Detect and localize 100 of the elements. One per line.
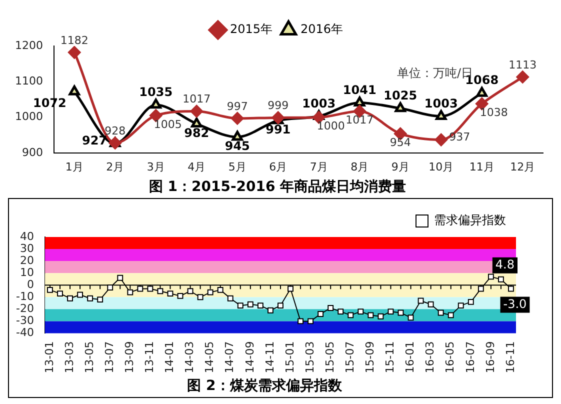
text: 图 1：2015-2016 年商品煤日均消费量 [148,178,406,196]
data-label: 1113 [508,58,537,72]
y-tick-label: -30 [16,314,34,328]
data-label: 954 [390,136,411,150]
data-label: 1017 [346,114,374,127]
point [57,290,63,297]
point [378,313,384,320]
x-tick-label: 16-07 [464,341,477,374]
data-label: 1041 [342,82,376,97]
point [308,318,314,324]
x-tick-label: 13-05 [82,341,96,374]
x-tick-label: 15-11 [384,341,397,374]
point [516,70,529,84]
x-tick-label: 2月 [106,160,124,174]
point [227,295,234,302]
point [127,289,134,296]
data-label: 982 [184,126,210,140]
point [97,296,104,303]
data-label: 1182 [60,34,88,47]
point [68,46,81,59]
point [354,96,366,106]
data-label: 1003 [302,96,336,110]
x-tick-label: 4月 [188,160,206,174]
y-tick-label: -40 [16,326,34,340]
data-label: 1017 [182,92,211,106]
data-label: 928 [104,124,126,138]
data-label: 1003 [424,96,458,110]
y-tick-label: 10 [20,266,34,279]
y-tick-label: 0 [26,278,34,291]
point [68,85,80,96]
x-tick-label: 16-01 [404,341,417,374]
point [67,295,73,302]
x-tick-label: 5月 [228,160,246,174]
point [231,112,244,125]
point [157,288,164,294]
point [418,298,424,304]
point [257,302,264,309]
data-label: 945 [224,139,250,154]
x-tick-label: 1月 [65,160,84,174]
point [328,305,334,311]
point [488,274,494,280]
data-label: 937 [449,130,470,144]
x-tick-label: 16-11 [504,341,517,374]
point [368,312,374,318]
data-label: -3.0 [503,296,527,311]
y-tick-label: 1100 [14,74,43,88]
x-tick-label: 15-07 [343,341,356,374]
point [498,276,504,282]
point [217,286,224,293]
point [87,295,94,302]
point [247,301,254,308]
x-tick-label: 14-11 [263,341,276,374]
x-tick-label: 6月 [269,160,288,174]
x-tick-label: 7月 [310,160,328,174]
point [436,110,447,120]
x-tick-label: 8月 [350,160,369,174]
point [117,274,124,281]
x-tick-label: 14-05 [203,341,216,374]
y-tick-label: 40 [20,230,34,243]
y-tick-label: 1000 [14,110,43,124]
x-tick-label: 15-01 [283,341,296,374]
point [190,105,203,118]
point [438,310,444,316]
point [107,284,114,290]
point [207,289,214,296]
point [434,134,448,146]
x-tick-label: 12月 [510,160,536,174]
point [394,102,406,112]
point [147,286,154,292]
data-label: 4.8 [495,257,515,272]
point [197,294,204,300]
text: 图 2：煤炭需求偏异指数 [187,378,343,394]
data-label: 1005 [154,118,182,131]
x-tick-label: 13-03 [62,341,76,374]
point [358,308,364,315]
x-tick-label: 16-03 [424,341,437,374]
point [278,302,284,309]
x-tick-label: 14-09 [243,341,256,374]
legend-label: 需求偏异指数 [434,213,506,228]
x-tick-label: 13-01 [42,341,56,374]
point [191,118,202,128]
y-tick-label: -10 [16,290,34,304]
point [47,286,53,293]
data-label: 999 [268,99,289,112]
x-tick-label: 13-11 [143,341,156,374]
y-tick-label: 20 [20,254,34,267]
data-label: 1025 [384,88,418,103]
x-tick-label: 15-09 [364,341,377,374]
point [237,302,244,309]
x-tick-label: 10月 [428,160,454,174]
data-label: 997 [226,100,248,113]
point [77,292,84,298]
x-tick-label: 14-03 [183,341,196,374]
data-label: 1035 [139,84,173,99]
y-tick-label: -20 [16,302,34,316]
data-label: 1038 [480,106,508,120]
point [187,288,194,294]
x-tick-label: 16-09 [484,341,497,374]
legend-label: 2015年 [230,22,273,36]
point [428,301,434,308]
